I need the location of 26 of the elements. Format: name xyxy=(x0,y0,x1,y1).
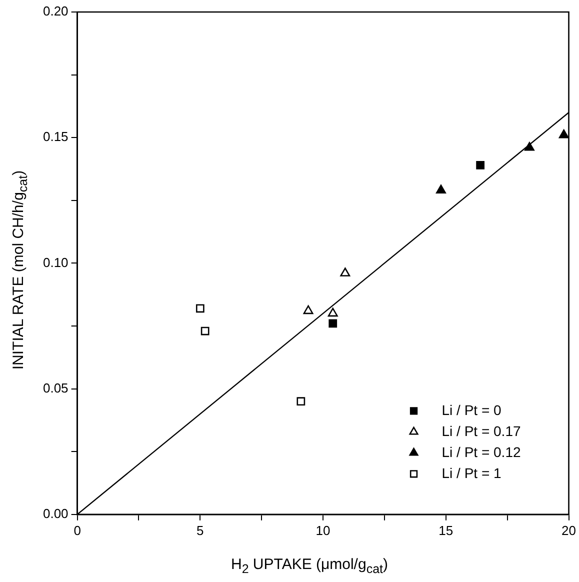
legend-label: Li / Pt = 0 xyxy=(442,402,502,418)
point xyxy=(328,308,338,317)
x-tick-label: 0 xyxy=(74,522,81,538)
x-tick-label: 10 xyxy=(316,522,330,538)
legend-label: Li / Pt = 0.17 xyxy=(442,422,521,439)
x-axis-title: H$_{2}$ UPTAKE (μmol/g$_{cat}$) xyxy=(230,556,390,576)
y-tick-label: 0.00 xyxy=(42,506,68,521)
point xyxy=(196,304,204,313)
y-tick-label: 0.15 xyxy=(42,129,68,144)
point xyxy=(476,161,484,170)
x-tick-label: 15 xyxy=(438,522,454,538)
legend-label: Li / Pt = 1 xyxy=(442,464,502,481)
point xyxy=(328,319,338,328)
point xyxy=(340,268,350,276)
point xyxy=(303,305,314,314)
point xyxy=(436,184,446,194)
y-tick-label: 0.10 xyxy=(42,254,68,270)
point xyxy=(524,142,534,151)
x-tick-label: 20 xyxy=(562,522,576,538)
y-tick-label: 0.05 xyxy=(42,380,68,396)
point xyxy=(200,326,210,336)
legend-label: Li / Pt = 0.12 xyxy=(442,444,521,460)
y-tick-label: 0.20 xyxy=(42,4,68,19)
point xyxy=(558,129,569,138)
x-tick-label: 5 xyxy=(196,522,204,538)
point xyxy=(296,397,306,406)
